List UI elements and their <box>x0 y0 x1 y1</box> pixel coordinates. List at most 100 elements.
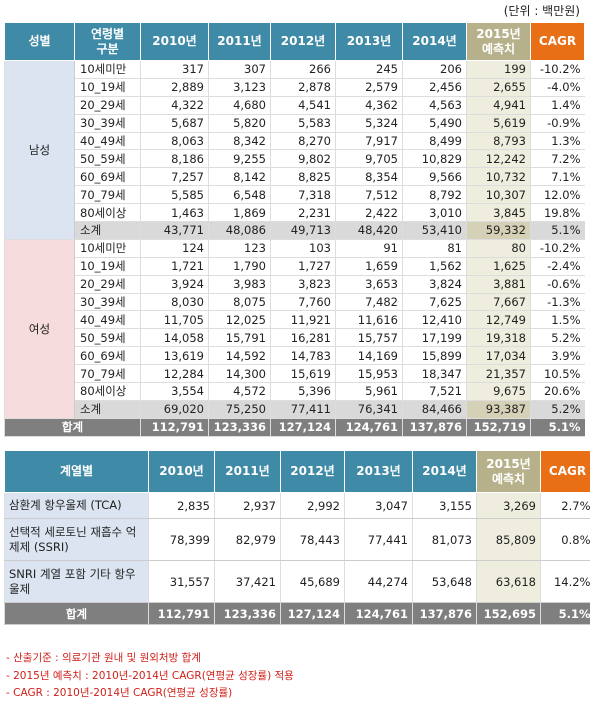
total-value: 5.1% <box>530 418 585 437</box>
header-2012: 2012년 <box>280 450 345 493</box>
table-row: 10_19세 2,889 3,123 2,878 2,579 2,456 2,655 -4.0… <box>5 78 585 97</box>
value-cell: 1,562 <box>402 257 467 276</box>
table-row: 30_39세 8,030 8,075 7,760 7,482 7,625 7,667 -1.3… <box>5 293 585 312</box>
value-cell: 1,721 <box>140 257 209 276</box>
drug-class-table: 계열별 2010년 2011년 2012년 2013년 2014년 2015년 … <box>4 450 590 625</box>
total-value: 127,124 <box>270 418 336 437</box>
value-cell: 37,421 <box>214 560 281 603</box>
cagr-cell: 1.5% <box>530 310 585 330</box>
cagr-cell: 5.2% <box>530 328 585 348</box>
value-cell: 19,318 <box>466 328 531 348</box>
header-2015-estimate: 2015년 예측치 <box>476 450 541 493</box>
age-group-label: 소계 <box>74 221 141 240</box>
value-cell: 48,086 <box>208 221 271 240</box>
table-row: 10_19세 1,721 1,790 1,727 1,659 1,562 1,625 -2.4… <box>5 257 585 276</box>
table-row: 40_49세 11,705 12,025 11,921 11,616 12,410 12,7… <box>5 310 585 330</box>
table-row: 80세이상 1,463 1,869 2,231 2,422 3,010 3,845 19.8% <box>5 203 585 223</box>
value-cell: 1,625 <box>466 257 531 276</box>
unit-label: (단위 : 백만원) <box>503 4 580 18</box>
value-cell: 3,047 <box>344 492 413 519</box>
drug-class-label: 삼환계 항우울제 (TCA) <box>4 492 149 519</box>
gender-label: 여성 <box>4 239 75 419</box>
value-cell: 3,924 <box>140 275 209 294</box>
value-cell: 31,557 <box>148 560 215 603</box>
cagr-cell: -4.0% <box>530 78 585 97</box>
value-cell: 1,463 <box>140 203 209 223</box>
total-label: 합계 <box>4 602 149 625</box>
header-gender: 성별 <box>4 22 75 61</box>
subtotal-row: 소계 69,020 75,250 77,411 76,341 84,466 93,387 5.… <box>5 400 585 419</box>
table-row: SNRI 계열 포함 기타 항우울제 31,557 37,421 45,689 44,2… <box>4 560 590 603</box>
value-cell: 7,512 <box>335 185 403 205</box>
value-cell: 9,675 <box>466 382 531 401</box>
value-cell: 8,142 <box>208 167 271 187</box>
value-cell: 1,659 <box>335 257 403 276</box>
value-cell: 2,889 <box>140 78 209 97</box>
value-cell: 63,618 <box>476 560 541 603</box>
header-cagr: CAGR <box>540 450 590 493</box>
value-cell: 5,961 <box>335 382 403 401</box>
value-cell: 6,548 <box>208 185 271 205</box>
header-age: 연령별 구분 <box>74 22 141 61</box>
age-group-label: 20_29세 <box>74 96 141 115</box>
value-cell: 21,357 <box>466 364 531 384</box>
age-group-label: 40_49세 <box>74 132 141 151</box>
value-cell: 7,257 <box>140 167 209 187</box>
cagr-cell: -1.3% <box>530 293 585 312</box>
value-cell: 2,655 <box>466 78 531 97</box>
cagr-cell: 14.2% <box>540 560 590 603</box>
value-cell: 2,231 <box>270 203 336 223</box>
value-cell: 11,921 <box>270 310 336 330</box>
value-cell: 7,760 <box>270 293 336 312</box>
cagr-cell: 3.9% <box>530 346 585 366</box>
value-cell: 7,667 <box>466 293 531 312</box>
age-group-label: 30_39세 <box>74 293 141 312</box>
footnote: - 2015년 예측치 : 2010년-2014년 CAGR(연평균 성장률) … <box>6 669 294 682</box>
header-cagr: CAGR <box>530 22 585 61</box>
table-row: 20_29세 3,924 3,983 3,823 3,653 3,824 3,881 -0.6… <box>5 275 585 294</box>
cagr-cell: 2.7% <box>540 492 590 519</box>
value-cell: 3,881 <box>466 275 531 294</box>
value-cell: 14,300 <box>208 364 271 384</box>
value-cell: 5,585 <box>140 185 209 205</box>
header-2011: 2011년 <box>208 22 271 61</box>
cagr-cell: -10.2% <box>530 239 585 258</box>
table-row: 남성 10세미만 317 307 266 245 206 199 -10.2% <box>4 60 585 240</box>
value-cell: 3,269 <box>476 492 541 519</box>
value-cell: 10,307 <box>466 185 531 205</box>
footnote: - 산출기준 : 의료기관 원내 및 원외처방 합계 <box>6 652 201 664</box>
value-cell: 4,322 <box>140 96 209 115</box>
cagr-cell: 19.8% <box>530 203 585 223</box>
value-cell: 1,869 <box>208 203 271 223</box>
value-cell: 8,270 <box>270 132 336 151</box>
table-row: 20_29세 4,322 4,680 4,541 4,362 4,563 4,941 1.4% <box>5 96 585 115</box>
table-row: 60_69세 7,257 8,142 8,825 8,354 9,566 10,732 7.1… <box>5 167 585 187</box>
value-cell: 12,025 <box>208 310 271 330</box>
value-cell: 8,063 <box>140 132 209 151</box>
drug-class-label: SNRI 계열 포함 기타 항우울제 <box>4 560 149 603</box>
age-group-label: 60_69세 <box>74 346 141 366</box>
value-cell: 4,680 <box>208 96 271 115</box>
total-value: 127,124 <box>280 602 345 625</box>
header-2011: 2011년 <box>214 450 281 493</box>
value-cell: 7,521 <box>402 382 467 401</box>
value-cell: 5,490 <box>402 114 467 133</box>
value-cell: 14,169 <box>335 346 403 366</box>
value-cell: 317 <box>140 60 209 79</box>
value-cell: 3,155 <box>412 492 477 519</box>
cagr-cell: 7.2% <box>530 149 585 169</box>
value-cell: 8,186 <box>140 149 209 169</box>
total-value: 124,761 <box>344 602 413 625</box>
value-cell: 45,689 <box>280 560 345 603</box>
value-cell: 49,713 <box>270 221 336 240</box>
value-cell: 9,705 <box>335 149 403 169</box>
value-cell: 14,783 <box>270 346 336 366</box>
value-cell: 12,284 <box>140 364 209 384</box>
value-cell: 7,917 <box>335 132 403 151</box>
total-label: 합계 <box>4 418 141 437</box>
value-cell: 12,749 <box>466 310 531 330</box>
value-cell: 15,619 <box>270 364 336 384</box>
age-group-label: 40_49세 <box>74 310 141 330</box>
value-cell: 78,443 <box>280 518 345 561</box>
value-cell: 2,937 <box>214 492 281 519</box>
